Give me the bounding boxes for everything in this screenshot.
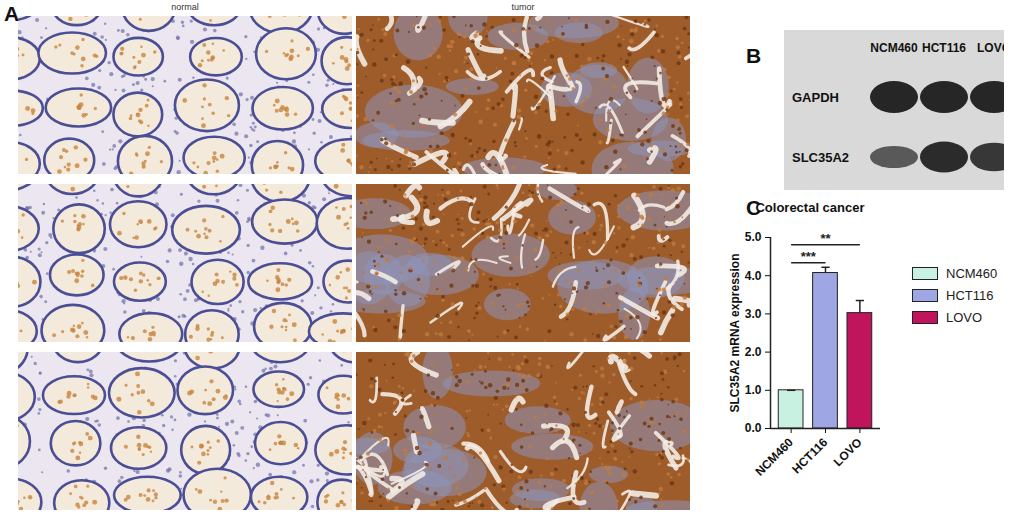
svg-text:NCM460: NCM460 [753, 435, 797, 479]
html-text:Colorectal cancer: Colorectal cancer [755, 200, 865, 215]
svg-text:0.0: 0.0 [745, 421, 762, 435]
svg-text:SLC35A2: SLC35A2 [792, 150, 849, 165]
svg-text:4.0: 4.0 [745, 269, 762, 283]
svg-text:SLC35A2 mRNA expression: SLC35A2 mRNA expression [728, 254, 742, 413]
svg-text:GAPDH: GAPDH [792, 90, 839, 105]
svg-text:LOVO: LOVO [831, 435, 865, 469]
svg-text:**: ** [820, 231, 831, 246]
svg-text:LOVO: LOVO [977, 41, 1004, 55]
svg-text:1.0: 1.0 [745, 383, 762, 397]
svg-text:3.0: 3.0 [745, 307, 762, 321]
svg-text:NCM460: NCM460 [870, 41, 918, 55]
html-text:HCT116: HCT116 [946, 287, 994, 303]
html-text:B: B [746, 44, 762, 67]
svg-text:HCT116: HCT116 [789, 435, 830, 476]
html-text:NCM460: NCM460 [946, 265, 998, 281]
svg-text:normal: normal [171, 2, 199, 12]
svg-text:2.0: 2.0 [745, 345, 762, 359]
svg-text:HCT116: HCT116 [922, 41, 966, 55]
html-text:A: A [4, 2, 20, 25]
svg-text:tumor: tumor [511, 2, 534, 12]
html-text:LOVO: LOVO [946, 309, 983, 325]
svg-text:5.0: 5.0 [745, 230, 762, 244]
html-text:C: C [746, 196, 762, 219]
svg-text:***: *** [801, 249, 817, 264]
